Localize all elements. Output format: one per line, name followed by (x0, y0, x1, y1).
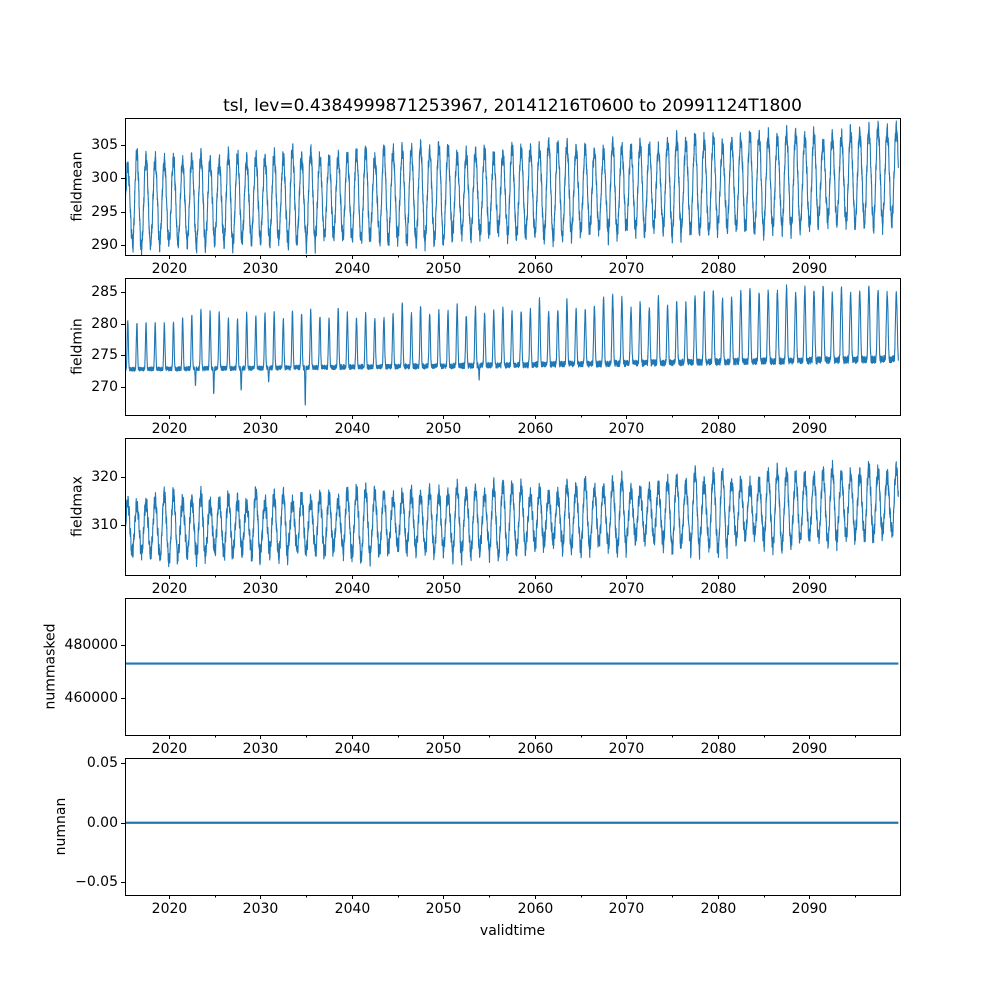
subplot-numnan (0, 718, 1000, 948)
numnan-plot-canvas (0, 718, 1000, 948)
